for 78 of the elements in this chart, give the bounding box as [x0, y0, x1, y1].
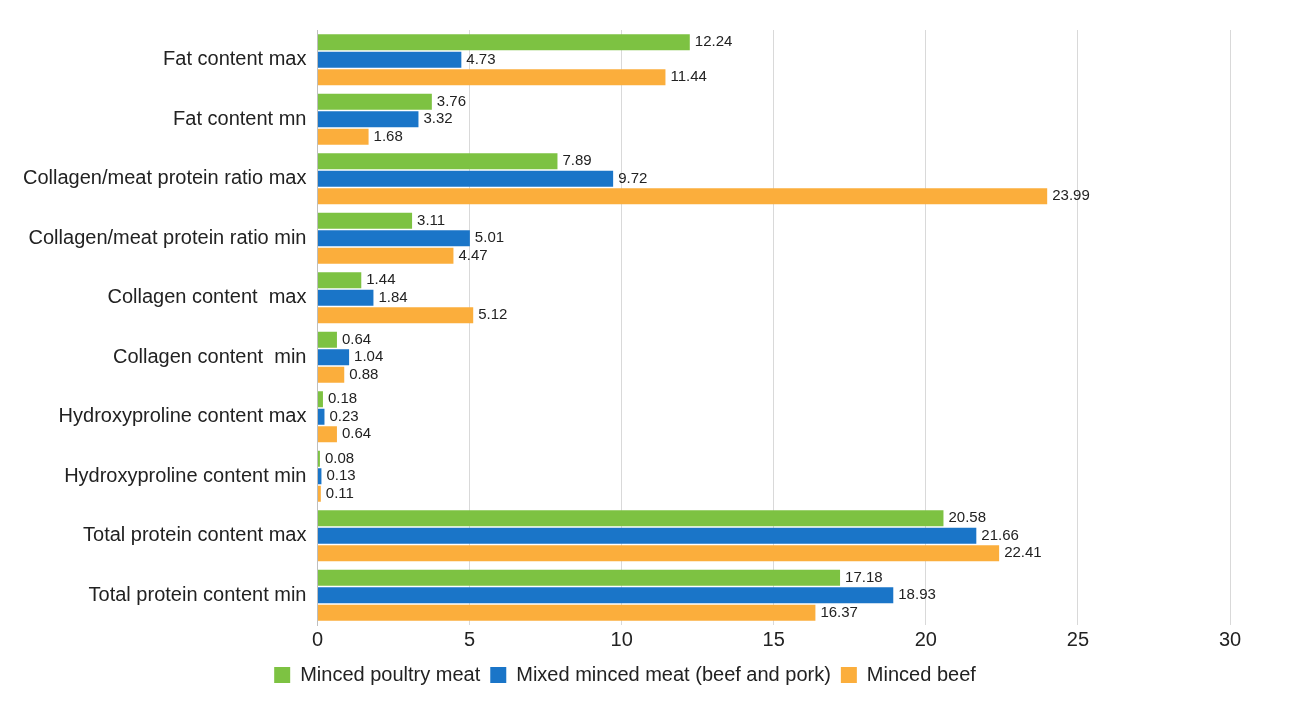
data-label: 1.84 — [378, 287, 408, 305]
data-label: 0.64 — [341, 329, 372, 347]
y-tick-label: Collagen content min — [113, 344, 307, 367]
bar — [317, 34, 690, 51]
bar — [317, 569, 841, 586]
y-tick-label: Fat content max — [163, 47, 307, 70]
bar — [317, 408, 325, 425]
data-label: 0.64 — [341, 424, 372, 442]
data-label: 11.44 — [670, 67, 707, 85]
y-tick-label: Total protein content max — [83, 523, 307, 546]
data-label: 1.04 — [354, 347, 384, 365]
data-label: 7.89 — [562, 151, 592, 169]
y-tick-label: Collagen/meat protein ratio min — [28, 225, 307, 248]
data-label: 5.01 — [474, 228, 505, 246]
legend-label: Minced poultry meat — [300, 662, 481, 685]
bar — [317, 272, 362, 289]
y-tick-label: Hydroxyproline content min — [64, 463, 307, 486]
data-label: 4.47 — [458, 245, 488, 263]
data-label: 3.32 — [423, 109, 453, 127]
data-label: 9.72 — [618, 168, 648, 186]
data-label: 5.12 — [478, 305, 508, 323]
x-tick-label: 20 — [914, 627, 937, 650]
data-label: 12.24 — [694, 32, 733, 50]
x-tick-label: 15 — [762, 627, 785, 650]
bar — [317, 289, 374, 306]
data-label: 4.73 — [466, 49, 496, 67]
data-label: 23.99 — [1052, 186, 1090, 204]
data-label: 17.18 — [845, 567, 883, 585]
bar — [317, 230, 470, 247]
data-label: 22.41 — [1004, 543, 1042, 561]
y-tick-label: Hydroxyproline content max — [58, 404, 307, 427]
bar — [317, 69, 666, 86]
data-label: 3.11 — [417, 210, 446, 228]
y-tick-label: Collagen/meat protein ratio max — [22, 166, 307, 189]
x-tick-label: 10 — [610, 627, 633, 650]
data-label: 0.18 — [327, 389, 358, 407]
bar — [317, 212, 413, 229]
bar — [317, 604, 816, 621]
data-label: 1.44 — [366, 270, 396, 288]
bar — [317, 545, 1000, 562]
legend-label: Minced beef — [866, 662, 977, 685]
data-label: 1.68 — [373, 126, 403, 144]
data-label: 0.23 — [329, 406, 359, 424]
bar — [317, 153, 558, 170]
y-tick-label: Total protein content min — [88, 582, 307, 605]
bar — [317, 111, 419, 128]
data-label: 0.88 — [349, 364, 379, 382]
x-tick-label: 30 — [1218, 627, 1242, 650]
bar — [317, 510, 944, 527]
x-tick-label: 0 — [311, 627, 324, 650]
bar — [317, 366, 345, 383]
data-label: 0.08 — [324, 448, 355, 466]
bar — [317, 485, 321, 502]
x-tick-label: 25 — [1066, 627, 1090, 650]
bar — [317, 51, 462, 68]
bar — [317, 426, 337, 443]
data-label: 21.66 — [981, 525, 1019, 543]
data-label: 16.37 — [820, 602, 858, 620]
bar — [317, 188, 1048, 205]
data-label: 18.93 — [898, 585, 936, 603]
bar — [317, 128, 369, 145]
bar — [317, 391, 323, 408]
bar — [317, 247, 454, 264]
x-tick-label: 5 — [464, 627, 476, 650]
data-label: 0.11 — [325, 483, 354, 501]
data-label: 3.76 — [436, 91, 467, 109]
y-tick-label: Fat content mn — [173, 106, 307, 129]
data-label: 0.13 — [326, 466, 356, 484]
bar — [317, 307, 474, 324]
bar — [317, 349, 350, 366]
legend-label: Mixed minced meat (beef and pork) — [516, 662, 831, 685]
bar — [317, 587, 894, 604]
y-tick-label: Collagen content max — [107, 285, 307, 308]
bar — [317, 527, 977, 544]
bar — [317, 331, 337, 348]
data-label: 20.58 — [948, 508, 987, 526]
bar — [317, 93, 432, 110]
bar — [317, 170, 614, 187]
